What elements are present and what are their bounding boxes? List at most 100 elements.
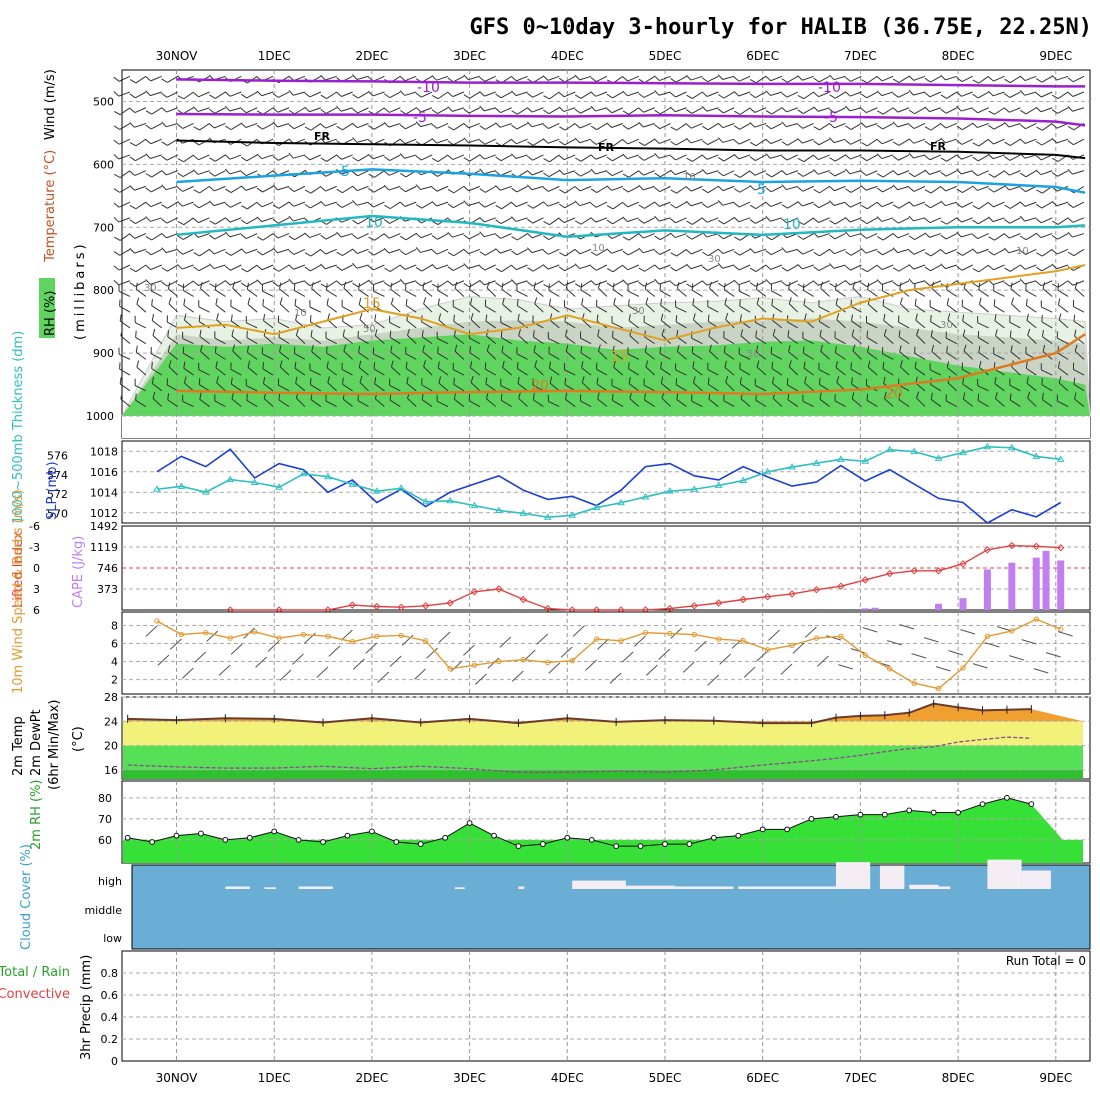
wind10m-barb (572, 625, 585, 637)
barb-shaft (572, 625, 585, 637)
wind-barb (638, 91, 655, 98)
barb-shaft (834, 107, 846, 114)
barb-flag (908, 215, 914, 222)
barb-flag (883, 313, 886, 321)
barb-shaft (1073, 383, 1085, 392)
wind-barb (724, 297, 735, 313)
wind-barb (1073, 377, 1085, 392)
barb-flag (844, 139, 851, 145)
thickness-point (177, 482, 186, 489)
barb-shaft (230, 248, 242, 256)
lifted-index-point (983, 546, 992, 554)
wind-barb (320, 137, 337, 144)
wind-barb (977, 378, 989, 392)
barb-shaft (279, 351, 290, 360)
barb-flag (877, 173, 884, 178)
barb-shaft (118, 75, 131, 82)
wind-barb (198, 377, 210, 392)
wind-barb (988, 138, 1005, 145)
contour-label: 20 (885, 386, 903, 402)
barb-shaft (866, 91, 878, 99)
barb-flag (533, 282, 536, 290)
barb-flag (431, 283, 439, 288)
barb-flag (733, 153, 740, 160)
barb-shaft (135, 399, 147, 407)
barb-shaft (979, 304, 989, 313)
bottom-date-label: 7DEC (844, 1071, 877, 1085)
wind-barb (590, 168, 608, 175)
barb-shaft (707, 306, 719, 313)
wind-barb (479, 123, 496, 130)
upper-air-ylabel: RH (%) Temperature (°C) Wind (m/s) (mill… (39, 69, 88, 340)
wind-barb (559, 123, 576, 131)
wind10m-barb (1009, 655, 1024, 661)
barb-shaft (1072, 217, 1085, 223)
wind-barb (876, 248, 894, 256)
wind-barb (670, 185, 687, 194)
wind10m-barb (816, 655, 829, 667)
wind-barb (787, 330, 799, 345)
barb-shaft (962, 320, 973, 329)
barb-shaft (182, 201, 194, 207)
barb-flag (262, 314, 266, 321)
barb-flag (685, 263, 692, 270)
wind-barb (765, 216, 783, 222)
wind-barb (495, 217, 512, 225)
barb-shaft (658, 280, 671, 285)
barb-shaft (548, 248, 560, 255)
barb-shaft (390, 288, 401, 297)
barb-flag (183, 298, 186, 306)
barb-flag (295, 376, 298, 384)
barb-flag (1009, 378, 1011, 386)
barb-flag (1004, 78, 1011, 84)
wind-barb (463, 200, 480, 206)
barb-flag (940, 123, 947, 129)
wind-barb (670, 232, 687, 239)
barb-shaft (675, 75, 687, 83)
barb-flag (734, 236, 741, 241)
barb-shaft (739, 248, 751, 256)
wind-barb (469, 283, 481, 297)
barb-shaft (374, 320, 385, 329)
wind-barb (622, 248, 640, 256)
barb-shaft (325, 264, 337, 270)
barb-flag (834, 283, 837, 290)
wind-barb (526, 107, 544, 113)
wind-barb (606, 264, 624, 273)
wind-barb (326, 283, 337, 297)
wind-barb (1052, 280, 1069, 288)
barb-shaft (470, 304, 481, 313)
barb-flag (1004, 141, 1011, 147)
barb-shaft (739, 170, 751, 178)
barb-shaft (1042, 399, 1053, 407)
barb-shaft (739, 290, 751, 297)
barb-shaft (977, 248, 989, 254)
barb-flag (988, 202, 994, 208)
barb-flag (295, 328, 299, 336)
barb-flag (701, 91, 708, 97)
wind-barb (962, 314, 973, 329)
barb-shaft (961, 75, 973, 83)
wind10m-point (471, 662, 478, 668)
thickness-point (885, 445, 894, 453)
barb-shaft (850, 368, 862, 376)
wind-barb (327, 376, 338, 392)
barb-shaft (627, 290, 640, 297)
wind-barb (756, 297, 767, 313)
wind-barb (733, 248, 751, 256)
barb-shaft (373, 353, 385, 360)
barb-flag (119, 299, 121, 307)
wind-barb (788, 297, 799, 313)
wind-barb (924, 169, 942, 175)
barb-flag (518, 328, 521, 336)
barb-flag (113, 188, 120, 193)
barb-shaft (135, 91, 147, 99)
wind-barb (701, 168, 719, 175)
wind-barb (145, 153, 162, 159)
barb-flag (739, 299, 741, 307)
barb-shaft (709, 287, 719, 297)
barb-flag (612, 282, 615, 290)
barb-flag (437, 346, 439, 354)
wind-barb (707, 299, 719, 313)
barb-shaft (374, 398, 385, 407)
